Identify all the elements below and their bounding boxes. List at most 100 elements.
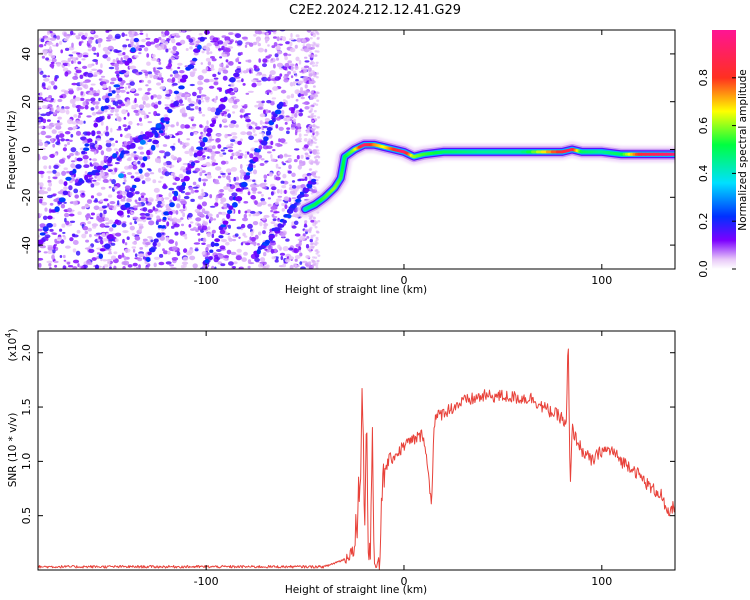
noise-speckle bbox=[252, 41, 257, 46]
noise-speckle bbox=[314, 54, 318, 57]
spectrogram-ylabel: Frequency (Hz) bbox=[6, 110, 18, 189]
noise-speckle bbox=[176, 251, 181, 257]
noise-speckle bbox=[202, 221, 208, 226]
noise-speckle bbox=[75, 120, 80, 123]
noise-speckle bbox=[67, 207, 73, 213]
noise-speckle bbox=[182, 212, 186, 218]
noise-speckle bbox=[288, 256, 295, 260]
streak-point bbox=[87, 138, 93, 143]
noise-speckle bbox=[219, 153, 224, 158]
noise-speckle bbox=[224, 40, 230, 44]
noise-speckle bbox=[131, 246, 137, 249]
noise-speckle bbox=[293, 118, 296, 124]
streak-point bbox=[84, 143, 90, 147]
noise-speckle bbox=[75, 57, 79, 61]
noise-speckle bbox=[95, 105, 99, 110]
noise-speckle bbox=[240, 164, 243, 169]
noise-speckle bbox=[276, 198, 282, 202]
noise-speckle bbox=[208, 85, 215, 89]
noise-speckle bbox=[252, 179, 256, 182]
streak-point bbox=[111, 90, 116, 94]
noise-speckle bbox=[128, 120, 133, 126]
noise-speckle bbox=[247, 223, 253, 229]
noise-speckle bbox=[112, 59, 116, 63]
noise-speckle bbox=[267, 151, 272, 154]
noise-speckle bbox=[249, 236, 252, 241]
noise-speckle bbox=[38, 105, 42, 109]
noise-speckle bbox=[130, 88, 136, 92]
noise-speckle bbox=[93, 181, 100, 186]
noise-speckle bbox=[38, 170, 45, 175]
noise-speckle bbox=[41, 82, 46, 87]
noise-speckle bbox=[308, 140, 312, 143]
noise-speckle bbox=[167, 250, 171, 255]
streak-point bbox=[232, 202, 238, 208]
noise-speckle bbox=[156, 82, 162, 86]
noise-speckle bbox=[235, 124, 239, 128]
noise-speckle bbox=[189, 46, 193, 50]
streak-point bbox=[256, 148, 261, 153]
noise-speckle bbox=[228, 123, 235, 129]
noise-speckle bbox=[194, 189, 199, 193]
noise-speckle bbox=[306, 30, 312, 33]
noise-speckle bbox=[57, 116, 63, 120]
noise-speckle bbox=[129, 225, 135, 231]
noise-speckle bbox=[56, 106, 61, 112]
noise-speckle bbox=[56, 35, 60, 40]
noise-speckle bbox=[309, 37, 313, 40]
noise-speckle bbox=[62, 234, 65, 238]
noise-speckle bbox=[179, 230, 184, 236]
noise-speckle bbox=[211, 162, 216, 167]
noise-speckle bbox=[158, 61, 162, 65]
noise-speckle bbox=[139, 44, 146, 48]
noise-speckle bbox=[283, 75, 287, 79]
noise-speckle bbox=[302, 44, 306, 47]
noise-speckle bbox=[106, 39, 111, 42]
noise-speckle bbox=[151, 54, 156, 58]
noise-speckle bbox=[223, 185, 229, 190]
noise-speckle bbox=[309, 226, 313, 230]
noise-speckle bbox=[311, 55, 315, 58]
noise-speckle bbox=[52, 176, 58, 179]
noise-speckle bbox=[210, 107, 217, 113]
noise-speckle bbox=[163, 114, 169, 118]
streak-point bbox=[153, 238, 159, 243]
noise-speckle bbox=[265, 38, 269, 41]
noise-speckle bbox=[230, 167, 238, 172]
streak-point bbox=[307, 183, 313, 189]
noise-speckle bbox=[310, 108, 314, 111]
noise-speckle bbox=[145, 201, 149, 204]
noise-speckle bbox=[270, 221, 276, 225]
noise-speckle bbox=[293, 248, 299, 254]
noise-speckle bbox=[312, 217, 316, 220]
streak-point bbox=[235, 196, 243, 202]
noise-speckle bbox=[180, 264, 185, 269]
noise-speckle bbox=[307, 155, 311, 158]
noise-speckle bbox=[257, 43, 261, 47]
noise-speckle bbox=[88, 245, 92, 248]
noise-speckle bbox=[38, 120, 44, 123]
streak-point bbox=[173, 90, 180, 95]
noise-speckle bbox=[310, 219, 315, 223]
noise-speckle bbox=[205, 161, 211, 167]
noise-speckle bbox=[298, 246, 302, 251]
noise-speckle bbox=[308, 168, 312, 171]
noise-speckle bbox=[190, 198, 195, 202]
noise-speckle bbox=[174, 55, 180, 59]
noise-speckle bbox=[218, 193, 225, 196]
noise-speckle bbox=[157, 76, 164, 81]
noise-speckle bbox=[240, 223, 246, 229]
noise-speckle bbox=[143, 115, 147, 120]
noise-speckle bbox=[224, 109, 230, 112]
noise-speckle bbox=[71, 60, 74, 64]
noise-speckle bbox=[162, 248, 165, 252]
streak-point bbox=[160, 124, 165, 130]
noise-speckle bbox=[125, 38, 130, 41]
noise-speckle bbox=[131, 104, 135, 110]
noise-speckle bbox=[59, 255, 63, 258]
noise-speckle bbox=[225, 168, 232, 173]
streak-point bbox=[173, 100, 180, 107]
noise-speckle bbox=[72, 75, 79, 80]
noise-speckle bbox=[93, 165, 97, 170]
noise-speckle bbox=[81, 58, 86, 61]
